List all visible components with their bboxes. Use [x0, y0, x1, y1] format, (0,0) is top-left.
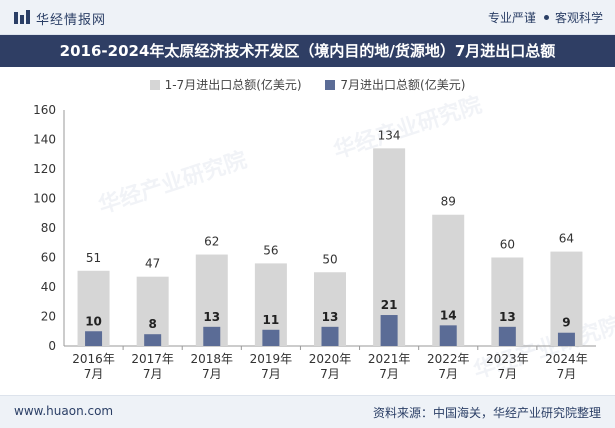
y-tick-label: 40	[41, 280, 56, 294]
data-label-series1: 50	[322, 252, 337, 266]
data-label-series2: 8	[148, 317, 156, 331]
brand-tags: 专业严谨 客观科学	[488, 9, 603, 26]
x-tick-label-year: 2024年	[545, 352, 588, 366]
data-source: 资料来源：中国海关，华经产业研究院整理	[372, 406, 601, 420]
bar-series2	[498, 326, 516, 346]
x-tick-label-month: 7月	[143, 367, 163, 381]
bar-chart: 02040608010012014016051102016年7月4782017年…	[33, 103, 596, 381]
x-tick-label-year: 2023年	[486, 352, 529, 366]
y-tick-label: 160	[33, 103, 56, 117]
bar-series2	[439, 325, 457, 346]
data-label-series1: 134	[378, 128, 401, 142]
data-label-series2: 14	[440, 308, 457, 322]
y-tick-label: 60	[41, 251, 56, 265]
legend-item-series2: 7月进出口总额(亿美元)	[325, 76, 465, 93]
x-tick-label-year: 2018年	[191, 352, 234, 366]
y-tick-label: 80	[41, 221, 56, 235]
x-tick-label-month: 7月	[261, 367, 281, 381]
x-tick-label-month: 7月	[379, 367, 399, 381]
bar-series2	[380, 315, 398, 346]
data-label-series2: 11	[263, 313, 280, 327]
legend-item-series1: 1-7月进出口总额(亿美元)	[149, 76, 302, 93]
x-tick-label-month: 7月	[498, 367, 518, 381]
title-bar: 2016-2024年太原经济技术开发区（境内目的地/货源地）7月进出口总额	[0, 35, 615, 67]
x-tick-label-month: 7月	[84, 367, 104, 381]
chart-legend: 1-7月进出口总额(亿美元) 7月进出口总额(亿美元)	[0, 76, 615, 93]
bar-series1	[373, 148, 406, 346]
bar-series1	[432, 214, 465, 346]
x-tick-label-month: 7月	[557, 367, 577, 381]
legend-swatch-series1	[149, 80, 160, 90]
footer-bar: www.huaon.com 资料来源：中国海关，华经产业研究院整理	[0, 395, 615, 428]
y-tick-label: 20	[41, 310, 56, 324]
x-tick-label-year: 2021年	[368, 352, 411, 366]
data-label-series1: 89	[441, 195, 456, 209]
bar-series2	[557, 332, 575, 346]
bar-series2	[321, 326, 339, 346]
data-label-series1: 47	[145, 257, 160, 271]
y-tick-label: 100	[33, 192, 56, 206]
data-label-series2: 10	[85, 314, 102, 328]
data-label-series2: 21	[381, 298, 398, 312]
site-url: www.huaon.com	[14, 404, 114, 418]
y-tick-label: 140	[33, 133, 56, 147]
data-label-series1: 62	[204, 235, 219, 249]
x-tick-label-month: 7月	[320, 367, 340, 381]
data-label-series1: 56	[263, 243, 278, 257]
x-tick-label-year: 2016年	[72, 352, 115, 366]
bar-logo-icon	[14, 10, 30, 24]
data-label-series2: 13	[499, 310, 516, 324]
chart-title: 2016-2024年太原经济技术开发区（境内目的地/货源地）7月进出口总额	[59, 42, 556, 60]
x-tick-label-year: 2017年	[131, 352, 174, 366]
legend-label-series2: 7月进出口总额(亿美元)	[340, 78, 466, 92]
y-tick-label: 120	[33, 162, 56, 176]
brand-name: 华经情报网	[36, 13, 107, 28]
data-label-series2: 13	[322, 310, 339, 324]
x-tick-label-year: 2022年	[427, 352, 470, 366]
top-bar: 华经情报网 专业严谨 客观科学	[0, 0, 615, 35]
data-label-series1: 60	[500, 238, 515, 252]
legend-label-series1: 1-7月进出口总额(亿美元)	[164, 78, 302, 92]
bar-series2	[85, 331, 103, 346]
data-label-series1: 64	[559, 232, 574, 246]
data-label-series2: 9	[562, 316, 570, 330]
x-tick-label-year: 2019年	[250, 352, 293, 366]
x-tick-label-month: 7月	[202, 367, 222, 381]
tag-professional: 专业严谨	[487, 11, 536, 25]
tag-objective: 客观科学	[554, 11, 603, 25]
bar-series2	[203, 326, 221, 346]
data-label-series2: 13	[203, 310, 220, 324]
x-tick-label-year: 2020年	[309, 352, 352, 366]
bar-series1	[550, 251, 583, 346]
legend-swatch-series2	[325, 80, 336, 90]
y-tick-label: 0	[48, 339, 56, 353]
x-tick-label-month: 7月	[438, 367, 458, 381]
dot-separator	[543, 15, 549, 20]
bar-series2	[144, 334, 162, 346]
bar-series2	[262, 329, 280, 346]
data-label-series1: 51	[86, 251, 101, 265]
